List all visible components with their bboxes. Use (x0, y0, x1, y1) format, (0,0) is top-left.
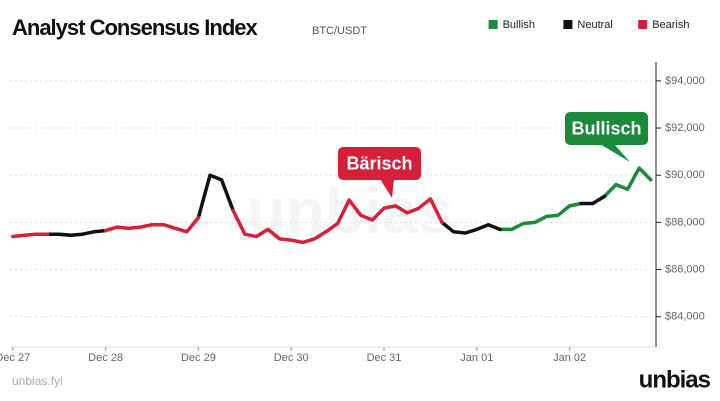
callout-tail (600, 144, 630, 162)
callout-text: Bärisch (346, 153, 412, 173)
legend-label: Bearish (652, 19, 689, 31)
y-tick-label: $84,000 (665, 311, 705, 323)
series-line (11, 197, 444, 245)
legend-swatch (488, 20, 498, 29)
y-tick-label: $88,000 (665, 216, 705, 228)
y-tick-label: $92,000 (665, 122, 705, 134)
x-tick-label: Jan 02 (553, 352, 586, 364)
x-tick-label: Dec 30 (274, 352, 309, 364)
x-tick-label: Dec 28 (88, 352, 123, 364)
callout-box (338, 147, 421, 180)
brand-logo: unbias (639, 366, 711, 393)
legend-swatch (563, 20, 573, 29)
x-tick-label: Dec 31 (367, 352, 402, 364)
watermark: unbias (247, 175, 453, 247)
callout-text: Bullisch (571, 118, 641, 138)
callout-tail (380, 179, 394, 198)
legend-swatch (638, 20, 648, 29)
chart-title: Analyst Consensus Index (12, 15, 259, 40)
x-tick-label: Jan 01 (460, 352, 493, 364)
series-line (45, 173, 607, 238)
y-tick-label: $90,000 (665, 169, 705, 181)
legend-label: Neutral (577, 19, 612, 31)
legend-label: Bullish (503, 19, 535, 31)
x-tick-label: Dec 29 (181, 352, 216, 364)
y-tick-label: $94,000 (665, 75, 705, 87)
source: unbias.fyi (12, 374, 63, 388)
chart-subtitle: BTC/USDT (312, 25, 367, 37)
callout-box (565, 112, 648, 145)
y-tick-label: $86,000 (665, 263, 705, 275)
x-tick-label: Dec 27 (0, 352, 30, 364)
